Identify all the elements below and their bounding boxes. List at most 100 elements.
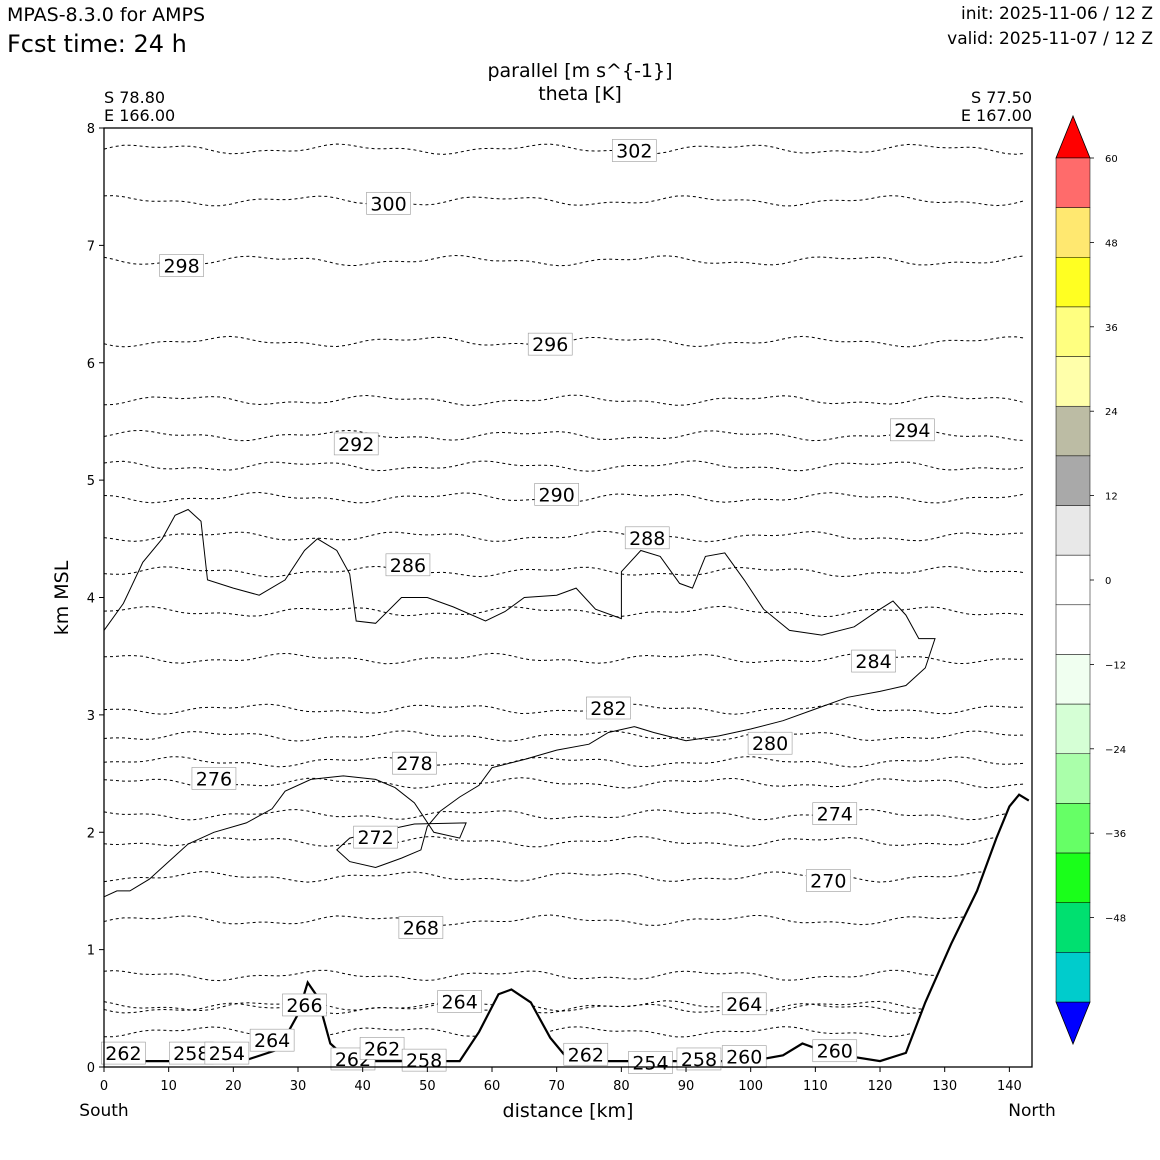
y-tick-label-0: 0 xyxy=(87,1061,95,1076)
y-tick-label-3: 3 xyxy=(87,709,95,724)
theta-contour-264 xyxy=(103,1002,1026,1015)
theta-label-272: 272 xyxy=(353,825,398,849)
theta-label-264-text: 264 xyxy=(442,991,478,1013)
theta-label-282-box xyxy=(586,696,631,720)
theta-label-272-text: 272 xyxy=(357,827,393,849)
x-tick-label-80: 80 xyxy=(613,1079,630,1094)
x-tick-label-120: 120 xyxy=(868,1079,893,1094)
y-tick-label-5: 5 xyxy=(87,474,95,489)
theta-label-286-text: 286 xyxy=(390,555,426,577)
theta-contour-284 xyxy=(103,605,1026,618)
theta-label-290-text: 290 xyxy=(539,484,575,506)
theta-label-300-box xyxy=(366,191,411,215)
colorbar-tick-label-8: −36 xyxy=(1105,829,1126,840)
low-theta-label-8: 258 xyxy=(676,1047,722,1071)
theta-label-302: 302 xyxy=(611,139,657,162)
y-tick-label-1: 1 xyxy=(87,944,95,959)
theta-label-264-box xyxy=(437,990,482,1013)
terrain-layer xyxy=(103,793,1030,1067)
theta-label-268-box xyxy=(398,916,444,939)
low-theta-label-9: 260 xyxy=(721,1045,767,1069)
wind-contours xyxy=(103,508,936,898)
theta-contour-276 xyxy=(103,777,1026,789)
low-theta-label-0-text: 262 xyxy=(105,1043,141,1065)
contour-labels: 302 300 298 296 292 294 290 288 286 284 282 280 278 2… xyxy=(101,139,935,1074)
theta-label-268-text: 268 xyxy=(403,917,439,939)
axis-ticks: 0 10 20 30 40 50 60 70 80 90 100 110 120 130 140 0 1 2 3 4 5… xyxy=(87,122,1022,1094)
south-direction-label: South xyxy=(79,1101,129,1121)
colorbar-bin-14 xyxy=(1055,852,1091,903)
theta-label-298: 298 xyxy=(159,254,204,278)
colorbar-bin-8 xyxy=(1055,554,1091,606)
x-tick-label-70: 70 xyxy=(548,1079,565,1094)
theta-label-278-box xyxy=(392,751,437,775)
low-theta-label-6-box xyxy=(563,1042,609,1066)
y-tick-label-4: 4 xyxy=(87,592,95,607)
theta-label-296-text: 296 xyxy=(532,334,568,356)
theta-label-264-box xyxy=(721,992,767,1016)
x-tick-label-90: 90 xyxy=(678,1079,695,1094)
theta-label-288: 288 xyxy=(624,526,670,550)
chart-subtitle: theta [K] xyxy=(538,83,622,105)
low-theta-label-6-text: 262 xyxy=(568,1044,604,1066)
theta-label-264: 264 xyxy=(437,990,482,1013)
left-endpoint-lon: E 166.00 xyxy=(104,106,176,125)
theta-label-292-text: 292 xyxy=(338,434,374,456)
theta-label-282: 282 xyxy=(586,696,631,720)
theta-label-288-box xyxy=(624,526,670,550)
theta-contours xyxy=(103,143,1026,1038)
valid-time: valid: 2025-11-07 / 12 Z xyxy=(947,29,1153,49)
colorbar-bin-10 xyxy=(1055,654,1091,705)
x-tick-label-100: 100 xyxy=(738,1079,763,1094)
theta-label-298-box xyxy=(159,254,204,277)
theta-contour-294 xyxy=(103,460,1026,472)
theta-contour-274 xyxy=(103,808,1026,821)
colorbar-extend-min xyxy=(1055,1001,1091,1046)
theta-label-270: 270 xyxy=(805,869,851,893)
theta-label-274-box xyxy=(812,802,858,825)
theta-label-268: 268 xyxy=(398,916,444,939)
low-theta-label-0: 262 xyxy=(101,1041,146,1065)
low-theta-label-2-text: 254 xyxy=(209,1043,245,1065)
colorbar-bin-9 xyxy=(1055,604,1091,655)
low-theta-label-6: 262 xyxy=(563,1042,609,1066)
low-theta-label-0-box xyxy=(101,1041,146,1065)
low-theta-label-8-box xyxy=(676,1047,722,1071)
theta-label-302-text: 302 xyxy=(616,140,652,162)
theta-contour-286 xyxy=(103,565,1026,578)
theta-label-296-box xyxy=(527,332,573,356)
theta-label-266-box xyxy=(282,993,327,1017)
low-theta-label-10-text: 260 xyxy=(817,1041,853,1063)
colorbar-bin-6 xyxy=(1055,455,1091,506)
theta-contour-282 xyxy=(103,703,1026,715)
theta-label-274: 274 xyxy=(812,802,858,826)
colorbar-bin-15 xyxy=(1055,902,1091,953)
low-theta-label-7-text: 254 xyxy=(632,1052,668,1074)
y-tick-label-2: 2 xyxy=(87,826,95,841)
colorbar-tick-label-9: −48 xyxy=(1105,914,1126,925)
theta-label-290-box xyxy=(534,483,579,506)
theta-contour-266 xyxy=(103,969,1026,982)
colorbar-tick-label-6: −12 xyxy=(1105,660,1126,671)
theta-label-264: 264 xyxy=(721,992,767,1016)
colorbar-bin-0 xyxy=(1055,157,1091,208)
x-axis-label: distance [km] xyxy=(502,1100,634,1122)
low-theta-label-5: 258 xyxy=(401,1048,447,1072)
theta-label-284: 284 xyxy=(851,649,896,673)
colorbar-bin-5 xyxy=(1055,405,1091,457)
theta-label-298-text: 298 xyxy=(163,256,199,278)
theta-contour-288 xyxy=(103,530,1026,543)
right-endpoint-coords: S 77.50 E 167.00 xyxy=(961,89,1032,125)
colorbar-bin-16 xyxy=(1055,952,1091,1003)
theta-label-278-text: 278 xyxy=(396,753,432,775)
colorbar-bin-2 xyxy=(1055,257,1091,308)
theta-contour-268 xyxy=(103,914,1026,926)
colorbar-tick-label-7: −24 xyxy=(1105,745,1126,756)
forecast-time: Fcst time: 24 h xyxy=(7,30,187,58)
low-theta-label-2: 254 xyxy=(204,1041,250,1065)
theta-label-300-text: 300 xyxy=(370,193,406,215)
colorbar-tick-label-0: 60 xyxy=(1105,154,1118,165)
x-tick-label-0: 0 xyxy=(100,1079,108,1094)
colorbar-bin-12 xyxy=(1055,753,1091,804)
low-theta-label-9-text: 260 xyxy=(726,1047,762,1069)
